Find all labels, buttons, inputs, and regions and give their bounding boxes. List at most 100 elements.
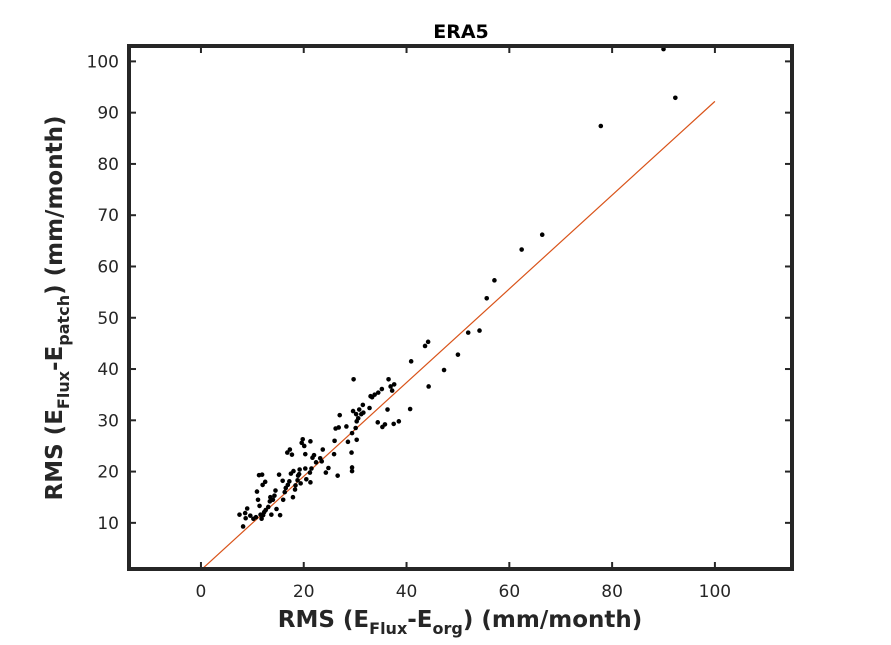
y-axis-label: RMS (EFlux-Epatch) (mm/month) bbox=[42, 116, 73, 501]
data-point bbox=[323, 470, 329, 475]
chart-title: ERA5 bbox=[433, 21, 489, 43]
data-point bbox=[441, 367, 447, 373]
data-point bbox=[289, 452, 295, 457]
data-point bbox=[368, 393, 373, 399]
data-point bbox=[455, 352, 461, 357]
y-tick-label: 50 bbox=[97, 309, 119, 329]
data-point bbox=[267, 499, 273, 504]
data-point bbox=[326, 465, 331, 471]
data-point bbox=[484, 295, 490, 301]
data-point bbox=[388, 384, 393, 389]
axes-frame bbox=[127, 44, 794, 571]
data-point bbox=[295, 473, 301, 478]
data-point bbox=[309, 466, 314, 471]
data-point bbox=[293, 483, 298, 488]
data-point bbox=[297, 467, 302, 472]
data-point bbox=[287, 447, 293, 452]
data-point bbox=[280, 497, 286, 503]
x-axis-label-sub1: Flux bbox=[369, 619, 408, 638]
data-point bbox=[257, 503, 262, 509]
data-point bbox=[354, 437, 359, 443]
y-tick-label: 80 bbox=[97, 155, 119, 175]
data-point bbox=[313, 460, 319, 465]
data-point bbox=[492, 278, 497, 283]
data-point bbox=[539, 232, 545, 237]
data-point bbox=[359, 411, 364, 417]
data-point bbox=[269, 512, 274, 517]
data-point bbox=[277, 512, 283, 518]
data-point bbox=[302, 451, 308, 457]
plot-area bbox=[129, 46, 792, 569]
y-tick-label: 30 bbox=[97, 411, 119, 431]
y-axis-label-suffix: ) (mm/month) bbox=[42, 116, 68, 295]
x-axis-label-prefix: RMS (E bbox=[278, 607, 369, 633]
data-point bbox=[598, 123, 604, 129]
x-tick-label: 60 bbox=[499, 582, 521, 602]
data-point bbox=[280, 478, 285, 484]
data-point bbox=[273, 488, 278, 493]
x-tick-label: 80 bbox=[601, 582, 623, 602]
data-point bbox=[307, 470, 313, 475]
data-point bbox=[265, 504, 271, 510]
data-point bbox=[335, 473, 340, 478]
data-point bbox=[311, 452, 317, 458]
y-tick-label: 100 bbox=[87, 52, 119, 72]
data-point bbox=[332, 438, 337, 444]
data-point bbox=[308, 480, 313, 485]
data-point bbox=[320, 447, 326, 452]
data-point bbox=[380, 424, 385, 430]
data-point bbox=[345, 439, 351, 445]
data-point bbox=[360, 402, 366, 408]
y-tick-label: 20 bbox=[97, 463, 119, 483]
data-point bbox=[351, 376, 356, 382]
data-point bbox=[292, 487, 298, 492]
data-point bbox=[391, 382, 397, 387]
data-point bbox=[408, 359, 414, 364]
data-point bbox=[396, 419, 402, 424]
data-point bbox=[385, 407, 390, 412]
data-point bbox=[268, 494, 273, 500]
data-point bbox=[349, 430, 355, 436]
data-point bbox=[276, 472, 282, 477]
data-point bbox=[375, 390, 381, 395]
data-point bbox=[299, 440, 304, 446]
y-axis-ticks: 10 20 30 40 50 60 70 80 90 100 bbox=[87, 52, 792, 534]
data-point bbox=[407, 406, 413, 412]
data-point bbox=[422, 343, 428, 349]
data-point bbox=[247, 513, 253, 518]
data-point bbox=[465, 330, 471, 335]
y-axis-label-prefix: RMS (E bbox=[42, 409, 68, 500]
y-tick-label: 90 bbox=[97, 104, 119, 124]
data-point bbox=[386, 376, 391, 382]
data-point bbox=[331, 451, 337, 457]
data-point bbox=[283, 485, 289, 491]
y-axis-label-mid: -E bbox=[42, 346, 68, 371]
y-tick-label: 40 bbox=[97, 360, 119, 380]
data-point bbox=[251, 516, 256, 522]
data-point bbox=[355, 415, 361, 421]
data-point bbox=[353, 425, 358, 431]
data-point bbox=[344, 424, 349, 429]
data-point bbox=[477, 328, 482, 333]
data-point bbox=[258, 512, 263, 517]
data-point bbox=[298, 481, 303, 486]
data-point bbox=[287, 479, 292, 484]
data-point bbox=[308, 439, 313, 444]
data-point bbox=[288, 471, 294, 476]
data-point bbox=[274, 506, 279, 512]
data-point bbox=[284, 450, 290, 455]
data-point bbox=[349, 465, 355, 470]
data-point bbox=[391, 421, 396, 427]
data-point bbox=[259, 516, 264, 522]
x-axis-label-suffix: ) (mm/month) bbox=[463, 607, 642, 633]
x-axis-label-sub2: org bbox=[433, 619, 463, 638]
data-point bbox=[300, 436, 306, 442]
y-tick-label: 10 bbox=[97, 514, 119, 534]
y-tick-label: 60 bbox=[97, 257, 119, 277]
data-point bbox=[240, 524, 246, 529]
data-point bbox=[237, 512, 242, 517]
data-point bbox=[255, 497, 261, 503]
data-point bbox=[519, 247, 524, 252]
data-point bbox=[379, 386, 385, 392]
